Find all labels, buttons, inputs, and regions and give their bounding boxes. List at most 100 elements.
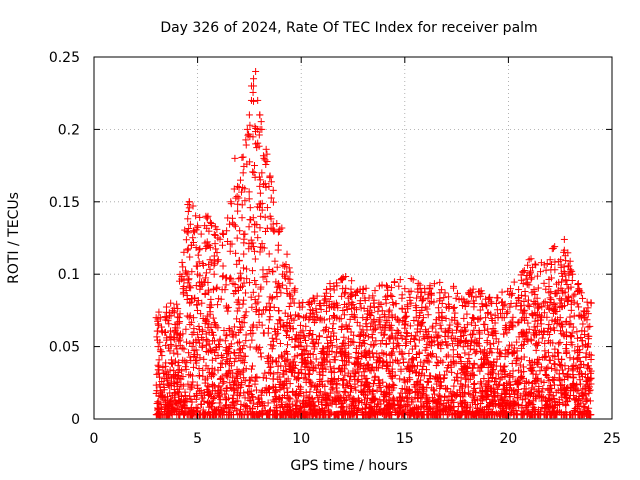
data-point [475,328,483,336]
data-point [235,275,243,283]
data-point [533,322,541,330]
data-point [566,354,574,362]
data-point [332,335,340,343]
data-point [266,313,274,321]
data-point [463,310,471,318]
data-point [186,220,194,228]
data-point [210,270,218,278]
data-point [333,343,341,351]
data-point [251,255,259,263]
data-point [534,284,542,292]
data-point [254,96,262,104]
data-point [406,293,414,301]
data-point [286,279,294,287]
data-point [255,292,263,300]
data-point [257,349,265,357]
data-point [174,350,182,358]
data-point [577,334,585,342]
data-point [277,289,285,297]
data-point [574,281,582,289]
data-point [270,370,278,378]
data-point [545,356,553,364]
data-point [194,251,202,259]
data-point [531,317,539,325]
data-point [300,333,308,341]
data-point [219,229,227,237]
data-point [183,338,191,346]
data-point [233,307,241,315]
data-point [230,358,238,366]
data-point [581,403,589,411]
data-point [434,304,442,312]
data-point [246,204,254,212]
data-point [348,277,356,285]
data-point [566,313,574,321]
data-point [470,397,478,405]
data-point [234,207,242,215]
data-point [406,322,414,330]
data-point [165,320,173,328]
data-point [483,302,491,310]
data-point [252,345,260,353]
data-point [286,395,294,403]
data-point [175,314,183,322]
data-point [584,323,592,331]
data-point [387,291,395,299]
data-point [396,375,404,383]
data-point [469,314,477,322]
data-point [234,200,242,208]
data-point [175,337,183,345]
data-point [556,338,564,346]
data-point [251,228,259,236]
data-point [254,234,262,242]
data-point [195,258,203,266]
data-point [383,282,391,290]
data-point [486,340,494,348]
data-point [586,397,594,405]
data-point [519,268,527,276]
data-point [284,388,292,396]
data-point [312,355,320,363]
data-point [184,207,192,215]
y-tick-label: 0.1 [58,267,80,283]
data-point [409,355,417,363]
data-point [250,162,258,170]
data-point [538,363,546,371]
data-point [268,334,276,342]
data-point [250,169,258,177]
data-point [488,315,496,323]
data-point [329,320,337,328]
data-point [306,327,314,335]
data-point [218,241,226,249]
data-point [286,268,294,276]
data-point [271,257,279,265]
data-point [245,111,253,119]
data-point [533,341,541,349]
data-point [231,154,239,162]
data-point [347,285,355,293]
data-point [253,373,261,381]
data-point [249,88,257,96]
data-point [227,200,235,208]
data-point [351,292,359,300]
data-point [234,339,242,347]
data-point [195,371,203,379]
data-point [466,342,474,350]
data-point [433,333,441,341]
data-point [557,327,565,335]
data-point [263,150,271,158]
data-point [193,306,201,314]
data-point [323,285,331,293]
data-point [542,371,550,379]
data-point [575,303,583,311]
data-point [227,198,235,206]
data-point [388,292,396,300]
data-point [438,286,446,294]
data-point [254,403,262,411]
data-point [468,319,476,327]
data-point [492,299,500,307]
data-point [287,299,295,307]
data-point [497,309,505,317]
data-point [274,241,282,249]
